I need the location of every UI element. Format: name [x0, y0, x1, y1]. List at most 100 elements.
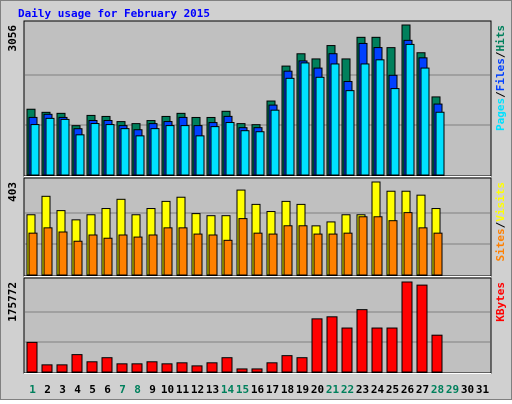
x-tick-label: 10: [161, 383, 174, 396]
bar: [148, 234, 158, 276]
legend: KBytes: [494, 282, 507, 322]
bar: [208, 234, 218, 276]
bar: [375, 59, 385, 176]
bar: [88, 234, 98, 276]
bar: [401, 281, 413, 373]
bar: [206, 362, 218, 373]
bar: [210, 126, 220, 176]
x-tick-label: 12: [191, 383, 204, 396]
bar: [103, 237, 113, 276]
bar: [75, 134, 85, 176]
bar: [225, 122, 235, 176]
bar: [150, 128, 160, 176]
bar: [315, 76, 325, 176]
y-tick-label: 3056: [6, 25, 19, 52]
bar: [73, 240, 83, 276]
bar: [420, 67, 430, 176]
bar: [285, 77, 295, 176]
y-tick-label: 175772: [6, 282, 19, 322]
bar: [296, 357, 308, 373]
bar: [390, 88, 400, 176]
x-tick-label: 5: [89, 383, 96, 396]
bar: [373, 216, 383, 276]
bar: [255, 131, 265, 176]
x-tick-label: 2: [44, 383, 51, 396]
x-tick-label: 20: [311, 383, 324, 396]
bar: [43, 227, 53, 276]
legend-separator: /: [494, 51, 507, 58]
bar: [176, 362, 188, 373]
bar: [270, 109, 280, 176]
x-tick-label: 19: [296, 383, 309, 396]
bar: [356, 309, 368, 373]
bar: [133, 236, 143, 276]
bar: [131, 363, 143, 373]
legend-entry: Hits: [494, 25, 507, 52]
bar: [30, 124, 40, 176]
x-tick-label: 7: [119, 383, 126, 396]
bar: [388, 220, 398, 276]
bar: [178, 227, 188, 276]
bar: [311, 318, 323, 373]
x-tick-label: 13: [206, 383, 219, 396]
bar: [193, 233, 203, 276]
chart-title: Daily usage for February 2015: [18, 7, 210, 20]
bar: [71, 354, 83, 373]
bar: [223, 239, 233, 276]
bar: [116, 363, 128, 373]
bar: [195, 135, 205, 176]
bar: [56, 364, 68, 373]
x-tick-label: 27: [416, 383, 429, 396]
bar: [416, 284, 428, 373]
x-tick-label: 30: [461, 383, 474, 396]
bar: [41, 364, 53, 373]
legend: Sites/Visits: [494, 182, 507, 262]
bar: [26, 341, 38, 373]
bar: [135, 135, 145, 176]
x-tick-label: 16: [251, 383, 265, 396]
x-tick-label: 25: [386, 383, 399, 396]
x-tick-label: 8: [134, 383, 141, 396]
bar: [343, 232, 353, 276]
x-tick-label: 23: [356, 383, 369, 396]
bar: [45, 117, 55, 176]
x-tick-label: 21: [326, 383, 340, 396]
legend-entry: Pages: [494, 98, 507, 131]
x-tick-label: 29: [446, 383, 459, 396]
bar: [251, 368, 263, 373]
bar: [180, 125, 190, 176]
x-tick-label: 4: [74, 383, 81, 396]
legend-entry: Visits: [494, 182, 507, 222]
bar: [431, 334, 443, 373]
x-tick-label: 6: [104, 383, 111, 396]
x-tick-label: 26: [401, 383, 415, 396]
legend-entry: Files: [494, 58, 507, 91]
x-tick-label: 31: [476, 383, 490, 396]
bar: [371, 327, 383, 373]
x-tick-label: 11: [176, 383, 190, 396]
x-tick-label: 24: [371, 383, 385, 396]
bar: [238, 218, 248, 276]
bar: [86, 361, 98, 373]
bar: [253, 232, 263, 276]
bar: [120, 128, 130, 176]
bar: [161, 363, 173, 373]
bar: [118, 234, 128, 276]
bar: [313, 233, 323, 276]
bar: [345, 90, 355, 176]
bar: [58, 231, 68, 276]
x-tick-label: 28: [431, 383, 444, 396]
bar: [283, 225, 293, 276]
bar: [405, 43, 415, 176]
bar: [268, 233, 278, 276]
bar: [298, 225, 308, 276]
bar: [330, 63, 340, 176]
x-tick-label: 18: [281, 383, 294, 396]
bar: [105, 124, 115, 176]
bar: [90, 123, 100, 176]
bar: [60, 118, 70, 176]
x-tick-label: 22: [341, 383, 354, 396]
bar: [191, 365, 203, 373]
x-tick-label: 14: [221, 383, 235, 396]
